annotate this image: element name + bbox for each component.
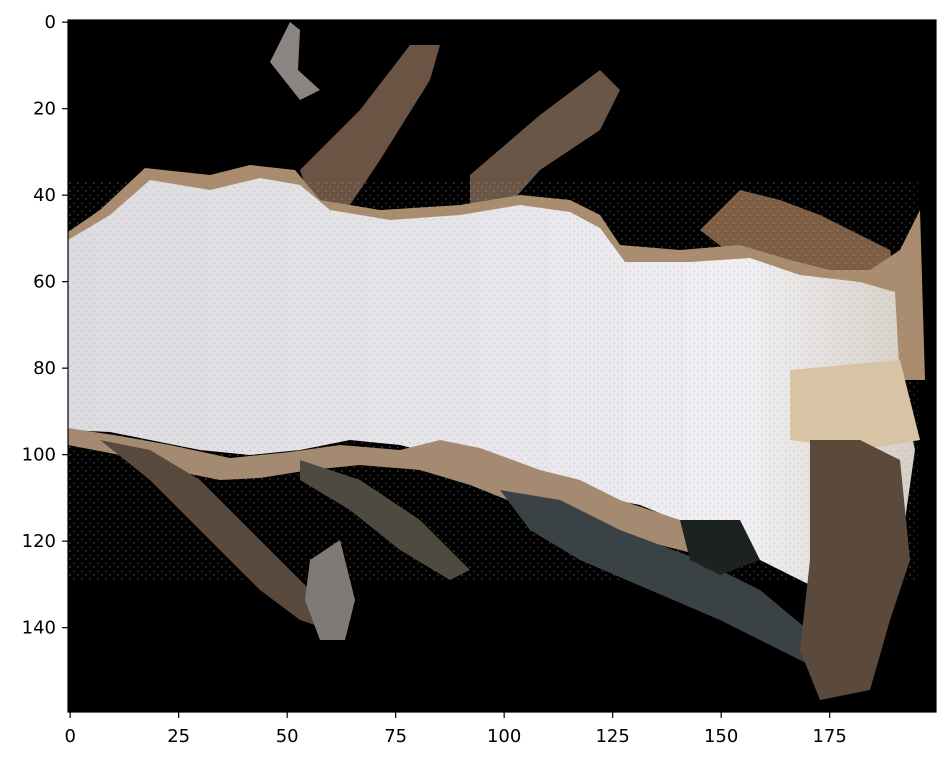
y-tick-label: 0	[45, 12, 56, 33]
y-tick-label: 20	[33, 99, 56, 120]
x-tick-label: 50	[276, 726, 299, 747]
x-tick-label: 25	[167, 726, 190, 747]
x-tick-label: 0	[64, 726, 75, 747]
axes-frame	[67, 19, 937, 713]
debris-lower-left	[100, 440, 330, 630]
gray-patch-lower	[305, 540, 355, 640]
debris-lower-mid	[300, 460, 470, 580]
y-tick-label: 120	[22, 531, 56, 552]
wall-strip-top	[300, 45, 440, 205]
x-tick-label: 175	[812, 726, 846, 747]
x-tick-label: 125	[595, 726, 629, 747]
shadow-patch	[680, 520, 760, 575]
wall-border-lower	[68, 428, 720, 555]
pillar-right	[800, 440, 910, 700]
x-tick-label: 100	[487, 726, 521, 747]
x-tick-label: 150	[704, 726, 738, 747]
wall-patch-top-left	[270, 22, 320, 100]
wall-strip-mid	[470, 70, 620, 215]
y-axis: 0 20 40 60 80 100 120 140	[22, 12, 68, 639]
y-tick-label: 80	[33, 358, 56, 379]
y-tick-label: 100	[22, 445, 56, 466]
debris-lower-right	[500, 490, 860, 680]
y-tick-label: 40	[33, 185, 56, 206]
x-axis: 0 25 50 75 100 125 150 175	[64, 712, 847, 747]
y-tick-label: 140	[22, 618, 56, 639]
image-area	[68, 20, 936, 712]
floor-highlight-right	[790, 360, 920, 450]
x-tick-label: 75	[384, 726, 407, 747]
y-tick-label: 60	[33, 272, 56, 293]
